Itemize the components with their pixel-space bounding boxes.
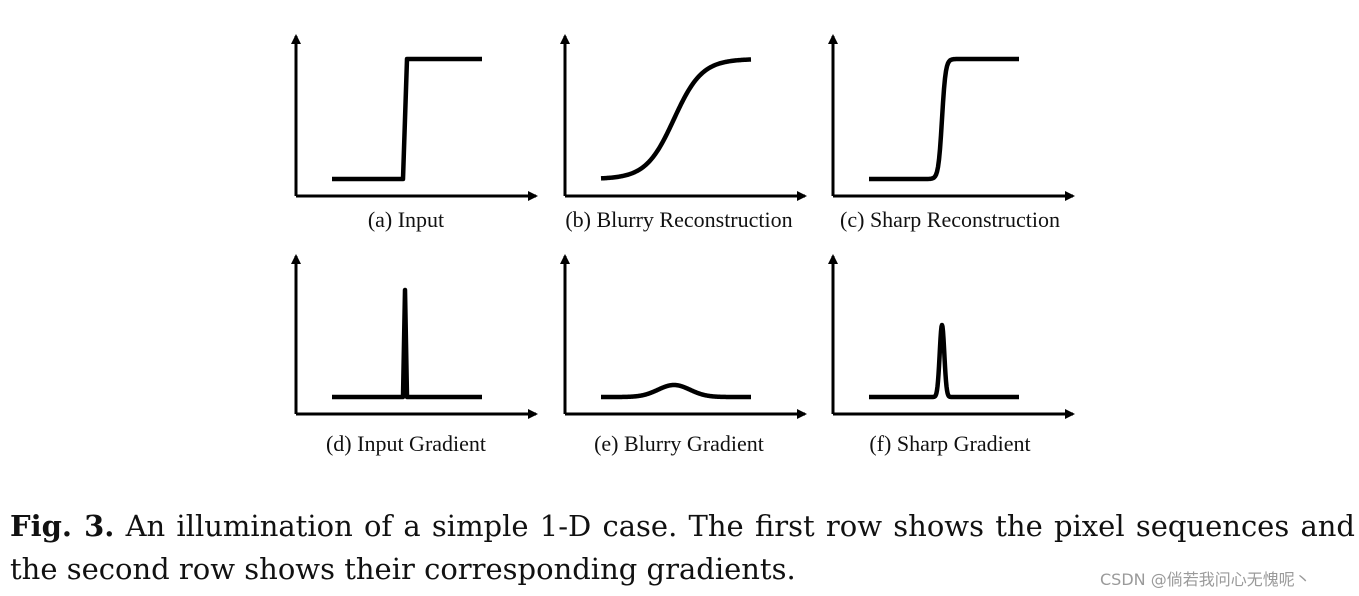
- panel-e: (e) Blurry Gradient: [560, 254, 807, 456]
- gradient-curve: [332, 287, 482, 400]
- figure-caption: Fig. 3. An illumination of a simple 1-D …: [10, 505, 1355, 591]
- panel-d: (d) Input Gradient: [291, 254, 538, 456]
- figure-caption-label: Fig. 3.: [10, 509, 115, 543]
- panel-a: (a) Input: [291, 34, 538, 232]
- gradient-curve: [867, 322, 1021, 400]
- pixel-sequence-curve: [599, 57, 753, 181]
- panel-caption: (c) Sharp Reconstruction: [840, 207, 1060, 232]
- panel-c: (c) Sharp Reconstruction: [828, 34, 1075, 232]
- watermark-credit: CSDN @倘若我问心无愧呢丶: [1100, 570, 1311, 589]
- gradient-curve: [599, 382, 753, 400]
- panel-caption: (f) Sharp Gradient: [869, 431, 1030, 456]
- panel-f: (f) Sharp Gradient: [828, 254, 1075, 456]
- panel-caption: (d) Input Gradient: [326, 431, 486, 456]
- panel-b: (b) Blurry Reconstruction: [560, 34, 807, 232]
- panel-caption: (b) Blurry Reconstruction: [565, 207, 792, 232]
- panel-caption: (e) Blurry Gradient: [594, 431, 764, 456]
- figure-caption-text: An illumination of a simple 1-D case. Th…: [10, 509, 1355, 586]
- panel-caption: (a) Input: [368, 207, 444, 232]
- pixel-sequence-curve: [867, 56, 1021, 182]
- figure-3: (a) Input (b) Blurry Reconstruction (c) Sh…: [291, 34, 1075, 456]
- pixel-sequence-curve: [332, 56, 482, 182]
